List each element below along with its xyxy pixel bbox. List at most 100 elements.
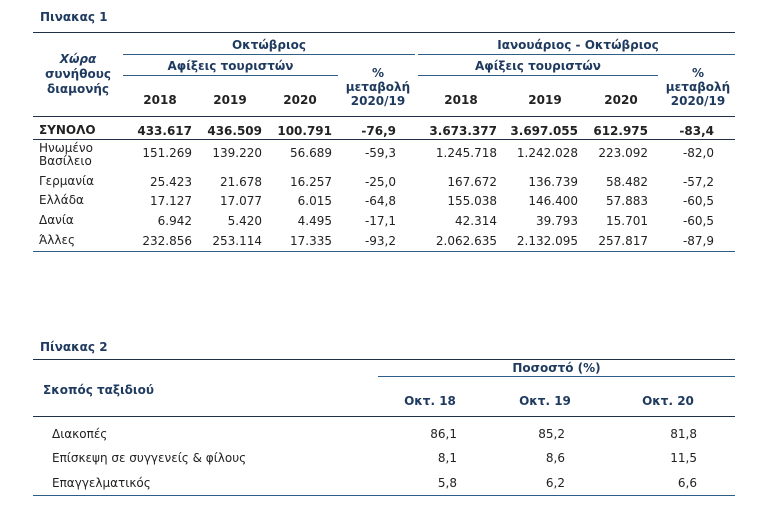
table1-cell: 146.400	[528, 194, 578, 208]
table2-percent-rule	[378, 376, 735, 377]
table2-percent-header: Ποσοστό (%)	[512, 361, 601, 375]
table1-cell: -83,4	[679, 124, 714, 138]
table1-row-label-line: Ελλάδα	[39, 193, 84, 207]
table2-cell: 5,8	[437, 476, 457, 490]
table1-group2-rule	[418, 54, 735, 55]
table2-cell: 85,2	[538, 427, 565, 441]
table1-row-label: Γερμανία	[39, 175, 94, 188]
table1-group-jan-oct: Ιανουάριος - Οκτώβριος	[497, 38, 659, 52]
table2-cell: 86,1	[430, 427, 457, 441]
table1-cell: 436.509	[207, 124, 262, 138]
table2-col-okt20: Οκτ. 20	[642, 394, 694, 408]
table1-cell: 223.092	[598, 146, 648, 160]
table2-col-okt19: Οκτ. 19	[519, 394, 571, 408]
country-header-line2: συνήθους	[45, 67, 111, 81]
table1-group-october: Οκτώβριος	[231, 38, 307, 52]
table1-cell: 433.617	[137, 124, 192, 138]
table1-year-2019-b: 2019	[528, 93, 562, 107]
table1-cell: 1.245.718	[435, 146, 497, 160]
change-period-1: 2020/19	[350, 94, 406, 108]
table2-cell: 8,6	[545, 451, 565, 465]
table1-cell: 16.257	[290, 175, 332, 189]
country-header-line1: Χώρα	[59, 52, 97, 66]
table1-cell: 5.420	[227, 214, 262, 228]
change-word-1: μεταβολή	[345, 80, 411, 94]
table2-cell: 6,2	[545, 476, 565, 490]
table1-row-label-line: Βασίλειο	[39, 154, 92, 168]
table1-cell: 15.701	[606, 214, 648, 228]
table2-title: Πίνακας 2	[40, 340, 108, 354]
table1-cell: 155.038	[447, 194, 497, 208]
table1-cell: -82,0	[682, 146, 714, 160]
table1-cell: -57,2	[682, 175, 714, 189]
table1-title: Πινακας 1	[40, 10, 108, 24]
table1-row-label: Άλλες	[39, 234, 75, 247]
table1-row-label: Ελλάδα	[39, 194, 84, 207]
table1-cell: 42.314	[455, 214, 497, 228]
table1-cell: 139.220	[212, 146, 262, 160]
table2-row-label: Διακοπές	[52, 427, 108, 441]
table1-cell: 6.942	[157, 214, 192, 228]
table1-cell: -76,9	[361, 124, 396, 138]
table1-cell: 100.791	[277, 124, 332, 138]
table1-bottom-rule	[33, 251, 735, 252]
table1-arrivals-rule-1	[123, 75, 338, 76]
table1-year-2018-b: 2018	[444, 93, 478, 107]
table1-cell: -60,5	[682, 214, 714, 228]
table1-row-label-line: Ηνωμένο	[39, 141, 93, 155]
table2-cell: 6,6	[677, 476, 697, 490]
table1-cell: 2.132.095	[516, 234, 578, 248]
table1-cell: 17.335	[290, 234, 332, 248]
table1-arrivals-rule-2	[418, 75, 658, 76]
table1-cell: 167.672	[447, 175, 497, 189]
table1-cell: 4.495	[297, 214, 332, 228]
table1-row-label: Ηνωμένο Βασίλειο	[39, 142, 93, 168]
table1-year-2020-a: 2020	[283, 93, 317, 107]
table2-cell: 11,5	[670, 451, 697, 465]
table2-col-okt18: Οκτ. 18	[404, 394, 456, 408]
table1-top-rule	[33, 32, 735, 33]
table1-cell: 17.127	[150, 194, 192, 208]
table1-arrivals-header-1: Αφίξεις τουριστών	[167, 59, 294, 73]
table1-cell: 136.739	[528, 175, 578, 189]
table1-country-header: Χώρα	[33, 52, 123, 67]
table1-cell: 257.817	[598, 234, 648, 248]
country-header-line3: διαμονής	[46, 82, 110, 96]
table1-cell: -87,9	[682, 234, 714, 248]
table1-cell: 232.856	[142, 234, 192, 248]
table1-row-label-line: Δανία	[39, 213, 74, 227]
table1-year-2019-a: 2019	[213, 93, 247, 107]
table2-row-label: Επαγγελματικός	[52, 476, 151, 490]
change-pct-1: %	[371, 66, 385, 80]
change-pct-2: %	[691, 66, 705, 80]
change-period-2: 2020/19	[670, 94, 726, 108]
table1-cell: 57.883	[606, 194, 648, 208]
table1-cell: 58.482	[606, 175, 648, 189]
table1-cell: 56.689	[290, 146, 332, 160]
table1-cell: -59,3	[364, 146, 396, 160]
table1-change-header-2: % μεταβολή 2020/19	[658, 66, 738, 108]
table1-row-label-line: Άλλες	[39, 233, 76, 247]
table1-arrivals-header-2: Αφίξεις τουριστών	[475, 59, 601, 73]
table1-cell: -25,0	[364, 175, 396, 189]
table1-cell: 3.673.377	[429, 124, 497, 138]
table2-purpose-header: Σκοπός ταξιδιού	[43, 383, 154, 397]
table2-row-label: Επίσκεψη σε συγγενείς & φίλους	[52, 451, 247, 465]
table1-row-label: Δανία	[39, 214, 74, 227]
table1-year-2018-a: 2018	[143, 93, 177, 107]
table2-cell: 8,1	[437, 451, 457, 465]
table1-row-label: ΣΥΝΟΛΟ	[39, 124, 96, 137]
table2-top-rule	[33, 359, 735, 360]
table1-header-rule	[33, 116, 735, 117]
table1-cell: -64,8	[364, 194, 396, 208]
table1-cell: 2.062.635	[435, 234, 497, 248]
change-word-2: μεταβολή	[665, 80, 731, 94]
table1-row-label-line: Γερμανία	[39, 174, 95, 188]
table1-cell: 1.242.028	[516, 146, 578, 160]
table1-cell: -17,1	[364, 214, 396, 228]
table1-cell: 612.975	[593, 124, 648, 138]
table1-cell: 25.423	[150, 175, 192, 189]
table1-cell: 39.793	[536, 214, 578, 228]
table1-cell: 253.114	[212, 234, 262, 248]
table2-header-rule	[33, 416, 735, 417]
